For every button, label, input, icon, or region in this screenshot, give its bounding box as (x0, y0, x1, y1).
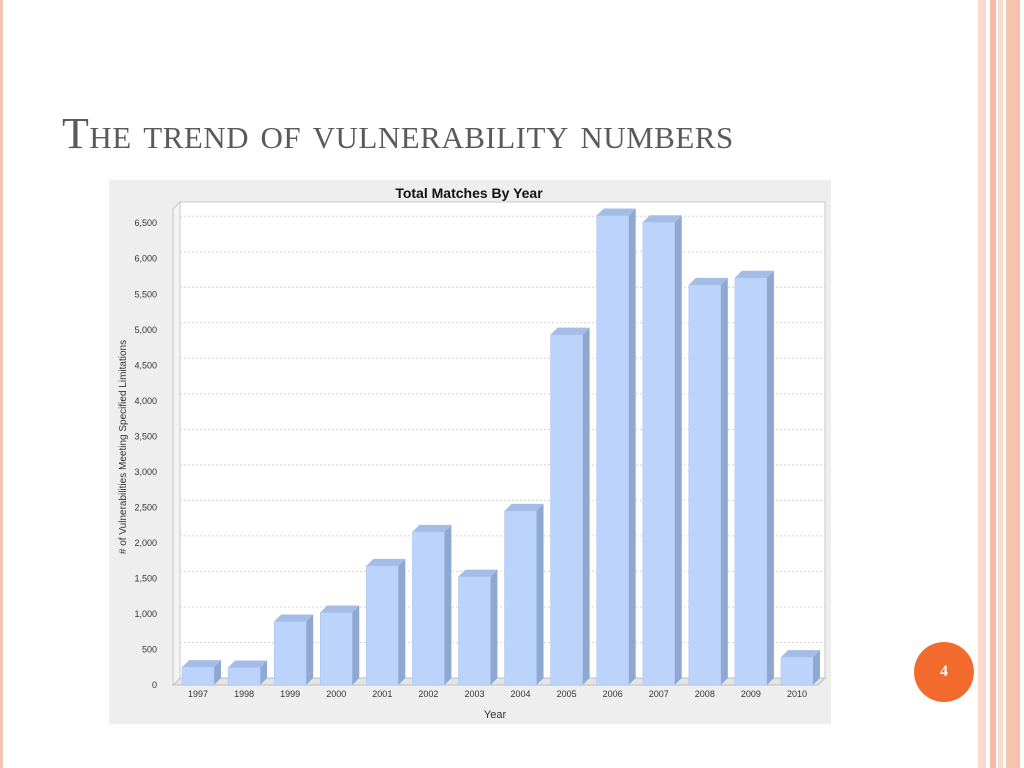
bar-side (628, 208, 636, 685)
y-tick-label: 1,000 (134, 609, 157, 619)
bar-top (320, 605, 360, 613)
bar-chart: 0 500 1,000 1,500 2,000 2,500 3,000 3,500 4,000 4… (118, 185, 827, 721)
decor-stripe (1006, 0, 1020, 768)
bar-top (182, 660, 222, 668)
x-tick-label: 2001 (372, 689, 392, 699)
bar-top (596, 208, 636, 216)
bar-top (734, 270, 774, 278)
decor-stripe (978, 0, 986, 768)
bar-side (766, 270, 774, 685)
bar-side (444, 524, 452, 685)
y-tick-label: 2,500 (134, 502, 157, 512)
bar (688, 284, 722, 686)
x-tick-label: 1998 (234, 689, 254, 699)
bar (642, 221, 675, 686)
x-axis-label: Year (484, 709, 507, 721)
chart-panel: 0 500 1,000 1,500 2,000 2,500 3,000 3,500 4,000 4… (109, 180, 831, 724)
x-tick-label: 2005 (557, 689, 577, 699)
page-number-badge: 4 (914, 642, 974, 702)
decor-stripe (990, 0, 996, 768)
plot-side-wall (172, 200, 181, 687)
x-tick-label: 2000 (326, 689, 346, 699)
chart-title: Total Matches By Year (395, 185, 543, 201)
bar-top (458, 569, 498, 577)
bar-top (642, 215, 682, 223)
bar (596, 215, 629, 686)
bar-top (688, 277, 728, 285)
y-tick-label: 6,500 (134, 218, 157, 228)
y-tick-label: 3,000 (134, 467, 157, 477)
bar-side (582, 327, 590, 685)
plot-floor (171, 677, 827, 686)
bar-top (228, 660, 268, 668)
x-tick-label: 2004 (511, 689, 531, 699)
bar-side (398, 558, 406, 685)
bar-top (550, 327, 590, 335)
slide-title: The trend of vulnerability numbers (62, 109, 734, 158)
bar-side (306, 614, 314, 685)
bar (273, 621, 307, 686)
bar-side (720, 277, 728, 685)
decor-stripe (998, 0, 1003, 768)
bar-side (260, 660, 268, 685)
y-tick-label: 1,500 (134, 573, 157, 583)
y-tick-label: 0 (152, 680, 157, 690)
bar-side (536, 503, 544, 685)
y-tick-label: 6,000 (134, 254, 157, 264)
bar (320, 612, 353, 686)
bar-top (780, 650, 820, 658)
x-tick-label: 2003 (464, 689, 484, 699)
bar-top (504, 503, 544, 511)
bar (181, 666, 215, 686)
x-tick-label: 2006 (603, 689, 623, 699)
y-tick-label: 5,500 (134, 289, 157, 299)
y-tick-label: 5,000 (134, 325, 157, 335)
x-tick-label: 2008 (695, 689, 715, 699)
bar-side (352, 605, 360, 685)
bar-top (412, 524, 452, 532)
x-tick-label: 1997 (188, 689, 208, 699)
x-tick-label: 1999 (280, 689, 300, 699)
bar (366, 565, 399, 686)
bar (227, 667, 261, 686)
y-tick-label: 4,500 (134, 360, 157, 370)
y-axis-label: # of Vulnerabilities Meeting Specified L… (118, 340, 129, 554)
bar (504, 510, 537, 686)
bar (412, 531, 445, 686)
bar-side (812, 650, 820, 685)
y-tick-label: 500 (142, 644, 157, 654)
y-tick-label: 3,500 (134, 431, 157, 441)
x-tick-label: 2007 (649, 689, 669, 699)
y-tick-label: 2,000 (134, 538, 157, 548)
x-tick-label: 2002 (418, 689, 438, 699)
bar (780, 656, 814, 686)
bar (550, 334, 583, 686)
bar (734, 277, 768, 686)
x-tick-label: 2009 (741, 689, 761, 699)
bar-side (214, 660, 222, 685)
y-tick-label: 4,000 (134, 396, 157, 406)
bar-side (674, 215, 682, 685)
x-tick-label: 2010 (787, 689, 807, 699)
bar (458, 576, 491, 686)
bar-side (490, 569, 498, 685)
bar-top (366, 558, 406, 566)
bar-top (274, 614, 314, 622)
